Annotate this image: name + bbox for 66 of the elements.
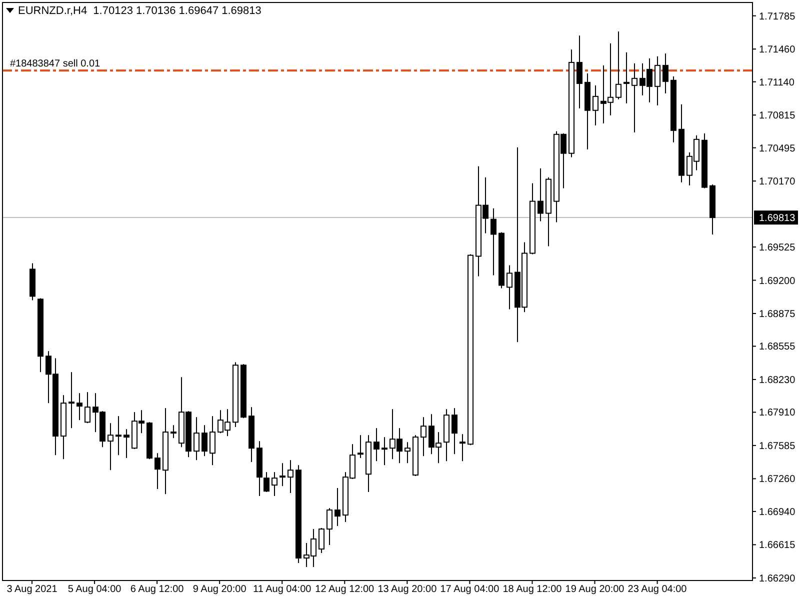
y-tick-label: 1.67585	[759, 440, 796, 452]
candlestick	[624, 52, 630, 104]
y-tick-label: 1.69200	[759, 276, 796, 287]
candlestick	[374, 428, 380, 462]
candlestick	[334, 488, 340, 526]
y-tick-label: 1.66615	[759, 540, 796, 552]
y-tick-label: 1.68555	[759, 342, 796, 353]
x-tick-label: 12 Aug 12:00	[315, 584, 375, 595]
y-tick-label: 1.68875	[759, 309, 796, 320]
candlestick	[76, 392, 82, 421]
y-tick-label: 1.70815	[759, 110, 796, 122]
candlestick	[194, 416, 200, 461]
candlestick	[592, 84, 598, 126]
x-tick-label: 6 Aug 12:00	[130, 584, 184, 595]
candlestick	[318, 528, 324, 554]
x-tick-label: 13 Aug 20:00	[378, 584, 438, 595]
candlestick	[404, 442, 410, 464]
y-tick-label: 1.70170	[759, 176, 796, 188]
candlestick	[576, 34, 582, 109]
candlestick	[170, 424, 176, 439]
x-tick-label: 11 Aug 04:00	[253, 584, 312, 595]
candlestick	[68, 372, 74, 429]
y-tick-label: 1.67910	[759, 408, 796, 419]
candlestick	[280, 462, 286, 487]
candlestick	[382, 436, 388, 466]
x-tick-label: 23 Aug 04:00	[628, 584, 688, 595]
candlestick	[264, 472, 270, 493]
candlestick	[662, 52, 668, 94]
y-tick-label: 1.67260	[759, 474, 796, 486]
candlestick	[632, 62, 638, 133]
ref-line-label: 1.69813	[759, 213, 796, 224]
candlestick	[288, 460, 294, 494]
candlestick	[460, 434, 466, 462]
y-tick-label: 1.66290	[759, 573, 796, 584]
candlestick	[124, 428, 130, 459]
candlestick	[272, 472, 278, 497]
candlestick	[654, 56, 660, 106]
candlestick	[326, 508, 332, 546]
x-tick-label: 18 Aug 12:00	[502, 584, 562, 595]
y-tick-label: 1.70495	[759, 143, 796, 154]
y-tick-label: 1.71140	[759, 77, 795, 88]
candlestick	[420, 416, 426, 457]
ref-line-label: #18483847 sell 0.01	[10, 58, 101, 70]
chart-title: EURNZD.r,H4 1.70123 1.70136 1.69647 1.69813	[18, 5, 262, 17]
candlestick	[210, 416, 216, 466]
candlestick	[108, 422, 114, 471]
candlestick	[452, 408, 458, 455]
candlestick	[116, 416, 122, 456]
x-tick-label: 3 Aug 2021	[6, 584, 58, 595]
candlestick	[202, 424, 208, 457]
y-tick-label: 1.68230	[759, 374, 796, 386]
y-tick-label: 1.66940	[759, 506, 796, 518]
x-tick-label: 17 Aug 04:00	[440, 584, 500, 595]
candlestick	[358, 434, 364, 459]
x-tick-label: 19 Aug 20:00	[565, 584, 625, 595]
x-tick-label: 9 Aug 20:00	[192, 584, 247, 595]
candlestick	[538, 168, 544, 222]
candlestick	[490, 208, 496, 276]
candlestick	[84, 392, 90, 424]
y-tick-label: 1.69525	[759, 242, 796, 254]
candlestick	[616, 30, 622, 100]
candlestick	[506, 264, 512, 310]
candlestick	[154, 452, 160, 490]
x-tick-label: 5 Aug 04:00	[68, 584, 122, 595]
y-tick-label: 1.71785	[759, 11, 796, 22]
y-tick-label: 1.71460	[759, 44, 796, 56]
